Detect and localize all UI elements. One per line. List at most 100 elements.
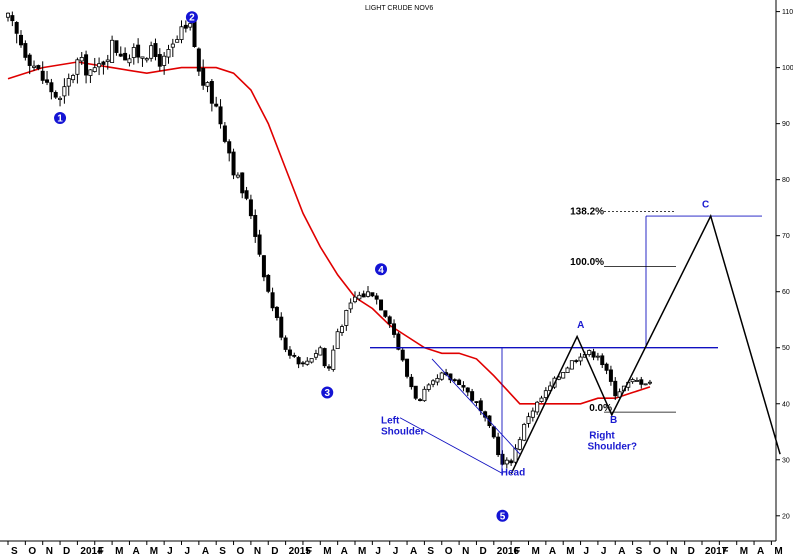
candle-body: [71, 75, 76, 81]
x-tick-label: A: [410, 546, 417, 557]
candle-body: [270, 292, 275, 309]
x-tick-label: F: [306, 546, 312, 557]
x-tick-label: F: [514, 546, 520, 557]
x-tick-label: 2015: [289, 546, 312, 557]
candle-body: [374, 295, 379, 300]
y-tick-label: 100: [782, 65, 793, 72]
candle-body: [235, 174, 240, 178]
candle-body: [561, 372, 566, 379]
candle-body: [205, 82, 210, 87]
x-tick-label: D: [479, 546, 486, 557]
candle-body: [470, 391, 475, 401]
candle-body: [79, 57, 84, 62]
candle-body: [366, 291, 371, 297]
candle-body: [105, 59, 110, 62]
candle-body: [647, 381, 652, 384]
candle-body: [140, 56, 145, 59]
fib-label: 100.0%: [570, 257, 604, 268]
x-tick-label: J: [167, 546, 173, 557]
candle-body: [49, 82, 54, 93]
x-tick-label: M: [740, 546, 748, 557]
candle-body: [40, 70, 45, 81]
candle-body: [62, 86, 67, 97]
candle-body: [587, 350, 592, 355]
x-tick-label: O: [445, 546, 453, 557]
candle-body: [179, 26, 184, 40]
candle-body: [422, 388, 427, 402]
candle-body: [604, 363, 609, 371]
candle-body: [175, 39, 180, 43]
wave-count-circle: [321, 386, 334, 399]
candle-body: [613, 380, 618, 397]
candle-body: [209, 81, 214, 104]
candle-body: [522, 423, 527, 441]
candle-body: [326, 366, 331, 369]
candle-body: [66, 78, 71, 87]
candle-body: [58, 97, 63, 100]
candle-body: [227, 141, 232, 154]
pattern-annotation: Shoulder?: [587, 442, 636, 453]
candle-body: [452, 379, 457, 382]
candle-body: [352, 296, 357, 303]
candle-body: [84, 54, 89, 76]
candle-body: [608, 369, 613, 382]
candle-body: [32, 65, 37, 68]
candle-body: [595, 355, 600, 358]
candle-body: [313, 353, 318, 358]
candle-body: [287, 349, 292, 356]
candle-body: [634, 380, 639, 382]
candle-body: [535, 401, 540, 413]
candle-body: [357, 294, 362, 300]
x-tick-label: O: [237, 546, 245, 557]
fib-label: 0.0%: [589, 403, 612, 414]
candle-body: [231, 151, 236, 176]
candle-body: [101, 61, 106, 65]
x-tick-label: D: [63, 546, 70, 557]
candle-body: [123, 52, 128, 61]
y-tick-label: 30: [782, 457, 790, 464]
candle-body: [578, 356, 583, 362]
x-tick-label: A: [202, 546, 209, 557]
x-tick-label: M: [566, 546, 574, 557]
candle-body: [517, 439, 522, 450]
y-tick-label: 60: [782, 289, 790, 296]
wave-letter: C: [702, 200, 709, 211]
candle-body: [392, 323, 397, 335]
candle-body: [643, 383, 648, 386]
y-tick-label: 80: [782, 177, 790, 184]
pattern-annotation: Head: [501, 467, 525, 478]
candle-body: [266, 274, 271, 292]
x-tick-label: N: [670, 546, 677, 557]
x-tick-label: 2016: [497, 546, 520, 557]
candle-body: [461, 385, 466, 388]
wedge-upper-line: [431, 358, 521, 455]
candle-body: [88, 69, 93, 76]
x-tick-label: J: [185, 546, 191, 557]
candle-body: [348, 302, 353, 310]
wave-count-number: 4: [378, 265, 384, 276]
x-tick-label: F: [98, 546, 104, 557]
candle-body: [127, 58, 132, 64]
candle-body: [339, 326, 344, 333]
candle-body: [292, 354, 297, 357]
x-tick-label: M: [774, 546, 782, 557]
candle-body: [509, 460, 514, 464]
wave-count-number: 3: [324, 388, 330, 399]
candle-body: [396, 333, 401, 350]
candle-body: [192, 20, 197, 48]
candle-body: [565, 367, 570, 373]
candle-body: [370, 292, 375, 297]
x-tick-label: D: [688, 546, 695, 557]
candle-body: [110, 39, 115, 63]
candle-body: [257, 234, 262, 255]
candle-body: [361, 293, 366, 298]
candle-body: [630, 379, 635, 383]
candle-body: [274, 306, 279, 318]
candle-body: [457, 379, 462, 386]
candle-body: [418, 399, 423, 401]
candle-body: [248, 199, 253, 217]
chart-title: LIGHT CRUDE NOV6: [365, 5, 433, 12]
wedge-lower-line: [399, 417, 504, 475]
